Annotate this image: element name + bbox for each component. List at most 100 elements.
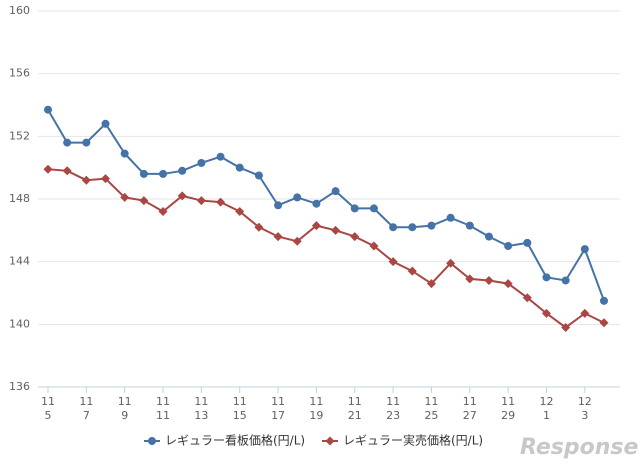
data-point: [159, 169, 168, 178]
data-point: [465, 221, 474, 230]
x-tick-label: 11: [233, 395, 247, 408]
data-point: [542, 273, 551, 282]
legend-item: レギュラー看板価格(円/L): [144, 433, 305, 448]
data-point: [446, 258, 456, 268]
x-tick-label: 1: [543, 409, 550, 422]
data-point: [580, 308, 590, 318]
x-tick-label: 7: [83, 409, 90, 422]
x-tick-label: 19: [309, 409, 323, 422]
data-point: [426, 279, 436, 289]
data-point: [254, 171, 263, 180]
data-point: [369, 204, 378, 213]
x-tick-label: 27: [463, 409, 477, 422]
x-tick-label: 11: [156, 395, 170, 408]
data-point: [331, 225, 341, 235]
data-point: [120, 192, 130, 202]
x-tick-label: 9: [121, 409, 128, 422]
data-point: [293, 193, 302, 202]
y-tick-label: 152: [9, 129, 30, 142]
data-point: [216, 197, 226, 207]
data-point: [541, 308, 551, 318]
data-point: [196, 196, 206, 206]
x-tick-label: 25: [424, 409, 438, 422]
x-tick-label: 29: [501, 409, 515, 422]
data-point: [139, 169, 148, 178]
data-point: [465, 274, 475, 284]
x-tick-label: 11: [156, 409, 170, 422]
data-point: [389, 223, 398, 232]
x-tick-label: 23: [386, 409, 400, 422]
data-point: [44, 105, 52, 114]
data-point: [81, 175, 91, 185]
y-tick-label: 144: [9, 255, 30, 268]
data-point: [274, 201, 283, 210]
x-tick-label: 11: [41, 395, 55, 408]
data-point: [331, 187, 340, 196]
data-point: [178, 166, 187, 175]
x-tick-label: 11: [386, 395, 400, 408]
data-point: [312, 199, 321, 208]
data-point: [504, 242, 513, 250]
data-point: [523, 238, 532, 247]
series-line: [47, 109, 605, 302]
data-point: [177, 191, 187, 201]
x-tick-label: 12: [539, 395, 553, 408]
data-point: [235, 163, 244, 172]
data-point: [101, 119, 110, 128]
data-point: [600, 296, 608, 305]
legend-item: レギュラー実売価格(円/L): [322, 433, 483, 448]
legend-marker: [325, 436, 335, 446]
legend-label: レギュラー看板価格(円/L): [165, 433, 305, 448]
data-point: [139, 196, 149, 206]
x-tick-label: 12: [578, 395, 592, 408]
data-point: [522, 293, 532, 303]
data-point: [63, 138, 72, 147]
data-point: [62, 166, 72, 176]
data-point: [388, 257, 398, 267]
data-point: [43, 164, 53, 174]
y-tick-label: 156: [9, 67, 30, 80]
series-line: [47, 168, 605, 329]
data-point: [235, 207, 245, 217]
x-tick-label: 11: [271, 395, 285, 408]
legend-label: レギュラー実売価格(円/L): [343, 433, 483, 448]
data-point: [446, 213, 455, 222]
x-tick-label: 17: [271, 409, 285, 422]
data-point: [120, 149, 129, 158]
x-tick-label: 3: [581, 409, 588, 422]
logo: Response: [520, 435, 638, 460]
data-point: [82, 138, 91, 147]
data-point: [369, 241, 379, 251]
y-tick-label: 136: [9, 380, 30, 393]
data-point: [101, 174, 111, 184]
x-tick-label: 11: [194, 395, 208, 408]
x-tick-label: 13: [194, 409, 208, 422]
data-point: [427, 221, 436, 230]
x-tick-label: 11: [79, 395, 93, 408]
x-tick-label: 11: [463, 395, 477, 408]
x-tick-label: 11: [348, 395, 362, 408]
data-point: [311, 221, 321, 231]
data-point: [561, 276, 570, 285]
data-point: [503, 279, 513, 289]
x-tick-label: 5: [45, 409, 52, 422]
data-point: [484, 275, 494, 285]
x-tick-label: 11: [309, 395, 323, 408]
x-tick-label: 15: [233, 409, 247, 422]
x-tick-label: 11: [501, 395, 515, 408]
x-tick-label: 11: [424, 395, 438, 408]
data-point: [273, 232, 283, 242]
x-tick-label: 11: [118, 395, 132, 408]
legend-marker: [148, 437, 156, 445]
data-point: [216, 152, 225, 161]
data-point: [561, 322, 571, 332]
data-point: [350, 232, 360, 242]
y-tick-label: 160: [9, 4, 30, 17]
data-point: [484, 232, 493, 241]
data-point: [197, 158, 206, 167]
data-point: [292, 236, 302, 246]
data-point: [350, 204, 359, 213]
data-point: [408, 223, 417, 232]
data-point: [158, 207, 168, 217]
